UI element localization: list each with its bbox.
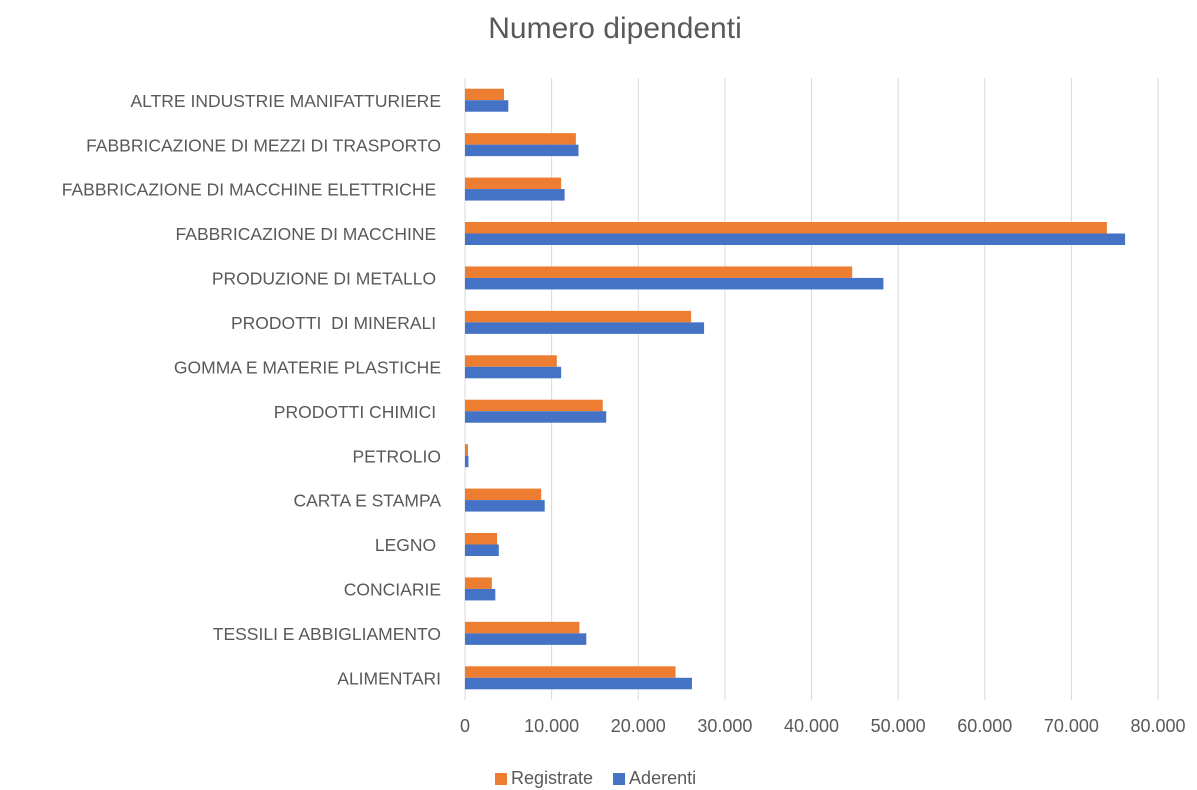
bar (465, 666, 676, 678)
y-tick-label: FABBRICAZIONE DI MACCHINE ELETTRICHE (62, 180, 441, 200)
legend-swatch (613, 773, 626, 785)
y-tick-label: PETROLIO (353, 446, 442, 466)
bar (465, 233, 1126, 245)
x-tick-label: 70.000 (1044, 716, 1099, 736)
x-tick-label: 10.000 (524, 716, 579, 736)
bar (465, 455, 469, 468)
bar (465, 88, 504, 101)
bar (465, 266, 853, 278)
bar (465, 133, 576, 145)
bar (465, 399, 603, 412)
y-tick-label: PRODOTTI DI MINERALI (231, 313, 441, 333)
bar (465, 222, 1107, 234)
bar (465, 577, 492, 589)
bar (465, 277, 884, 290)
bar (465, 677, 692, 690)
bar (465, 100, 509, 112)
bar (465, 322, 705, 334)
bar (465, 355, 557, 367)
y-tick-label: FABBRICAZIONE DI MACCHINE (176, 224, 441, 244)
bar (465, 177, 562, 190)
y-tick-label: PRODUZIONE DI METALLO (212, 269, 441, 289)
bar (465, 411, 607, 423)
y-tick-label: TESSILI E ABBIGLIAMENTO (213, 624, 441, 644)
y-tick-label: GOMMA E MATERIE PLASTICHE (174, 357, 441, 377)
bar (465, 189, 565, 201)
y-tick-label: CARTA E STAMPA (294, 491, 442, 511)
y-tick-label: PRODOTTI CHIMICI (274, 402, 441, 422)
x-tick-label: 30.000 (697, 716, 752, 736)
bar (465, 588, 496, 601)
bar (465, 500, 545, 512)
bar (465, 544, 499, 556)
x-tick-label: 40.000 (784, 716, 839, 736)
bar (465, 488, 542, 501)
bar (465, 144, 579, 157)
legend-label: Registrate (511, 768, 593, 788)
y-tick-label: ALTRE INDUSTRIE MANIFATTURIERE (131, 91, 442, 111)
x-tick-label: 0 (460, 716, 470, 736)
x-tick-label: 20.000 (611, 716, 666, 736)
bar (465, 444, 469, 456)
chart-title: Numero dipendenti (488, 12, 742, 45)
bar (465, 310, 692, 323)
bar (465, 621, 580, 634)
legend-swatch (495, 773, 507, 785)
y-tick-label: LEGNO (375, 535, 441, 555)
x-tick-label: 80.000 (1130, 716, 1185, 736)
y-tick-label: ALIMENTARI (337, 668, 441, 688)
bar (465, 366, 562, 379)
x-tick-label: 50.000 (871, 716, 926, 736)
bar (465, 533, 498, 545)
bar (465, 633, 587, 645)
legend-label: Aderenti (629, 768, 696, 788)
x-tick-label: 60.000 (957, 716, 1012, 736)
y-tick-label: CONCIARIE (344, 580, 441, 600)
y-tick-label: FABBRICAZIONE DI MEZZI DI TRASPORTO (86, 135, 441, 155)
